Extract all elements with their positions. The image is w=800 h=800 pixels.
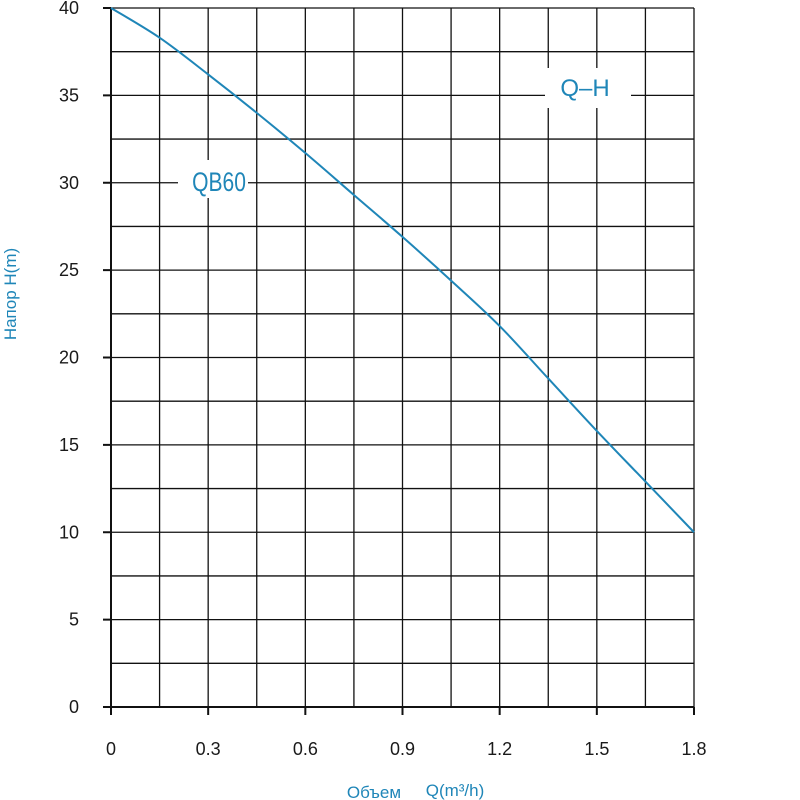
x-tick-label: 0 xyxy=(106,739,116,759)
y-axis-title: Напор H(m) xyxy=(1,248,20,340)
grid xyxy=(103,7,695,715)
x-tick-label: 0.6 xyxy=(293,739,318,759)
x-tick-label: 1.5 xyxy=(584,739,609,759)
x-tick-label: 1.2 xyxy=(487,739,512,759)
y-tick-label: 10 xyxy=(59,522,79,542)
y-tick-label: 40 xyxy=(59,0,79,18)
y-tick-label: 25 xyxy=(59,260,79,280)
x-tick-label: 0.3 xyxy=(196,739,221,759)
y-tick-label: 0 xyxy=(69,697,79,717)
y-tick-label: 35 xyxy=(59,85,79,105)
x-axis-title-unit: Q(m³/h) xyxy=(426,781,485,800)
y-tick-label: 5 xyxy=(69,610,79,630)
x-axis-ticks: 0 0.3 0.6 0.9 1.2 1.5 1.8 xyxy=(106,707,707,759)
series-layer xyxy=(110,7,695,533)
model-label: QB60 xyxy=(192,168,246,198)
y-tick-label: 30 xyxy=(59,173,79,193)
x-tick-label: 1.8 xyxy=(681,739,706,759)
x-tick-label: 0.9 xyxy=(390,739,415,759)
model-label-bg xyxy=(178,160,248,198)
y-tick-label: 15 xyxy=(59,435,79,455)
curve-label: Q–H xyxy=(560,75,609,102)
curve-label-bg xyxy=(545,68,631,108)
qh-curve xyxy=(110,7,695,533)
y-axis-ticks: 0 5 10 15 20 25 30 35 40 xyxy=(59,0,111,717)
y-tick-label: 20 xyxy=(59,348,79,368)
x-axis-title-main: Объем xyxy=(347,783,401,800)
